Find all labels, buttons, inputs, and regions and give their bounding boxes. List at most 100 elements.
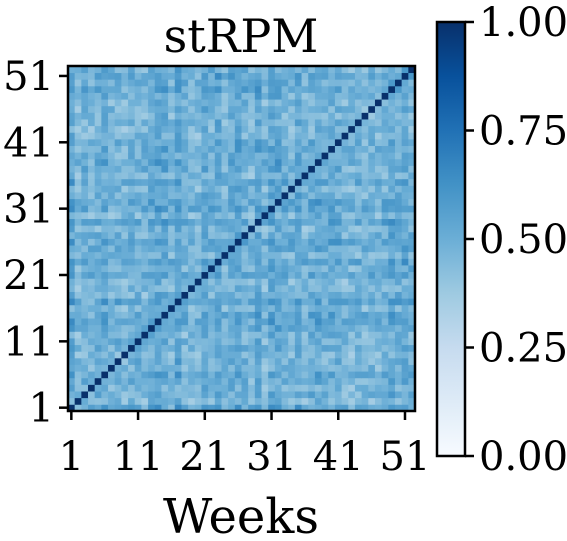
heatmap-cell [328, 132, 336, 140]
heatmap-cell [241, 258, 249, 266]
heatmap-cell [174, 344, 182, 352]
heatmap-cell [194, 66, 202, 74]
heatmap-cell [201, 278, 209, 286]
heatmap-cell [181, 397, 189, 405]
heatmap-cell [201, 172, 209, 180]
heatmap-cell [241, 231, 249, 239]
heatmap-cell [341, 351, 349, 359]
heatmap-cell [361, 125, 369, 133]
heatmap-cell [294, 92, 302, 100]
heatmap-cell [221, 192, 229, 200]
heatmap-cell [361, 152, 369, 160]
heatmap-cell [321, 112, 329, 120]
heatmap-cell [121, 331, 129, 339]
heatmap-cell [88, 138, 96, 147]
heatmap-cell [241, 245, 249, 253]
heatmap-cell [168, 304, 176, 312]
heatmap-cell [241, 225, 249, 233]
heatmap-cell [301, 79, 309, 87]
heatmap-cell [248, 158, 256, 166]
heatmap-cell [161, 172, 169, 180]
heatmap-cell [188, 198, 196, 206]
heatmap-cell [101, 132, 109, 140]
heatmap-cell [368, 265, 376, 273]
heatmap-cell [334, 198, 342, 206]
heatmap-cell [261, 192, 269, 200]
heatmap-cell [121, 304, 129, 312]
heatmap-cell [361, 344, 369, 352]
heatmap-cell [121, 72, 129, 80]
heatmap-cell [128, 238, 136, 246]
heatmap-cell [328, 211, 336, 219]
heatmap-cell [74, 85, 82, 93]
heatmap-cell [294, 205, 302, 213]
heatmap-cell [194, 145, 202, 153]
heatmap-cell [214, 391, 222, 399]
heatmap-cell [228, 271, 236, 279]
heatmap-cell [154, 404, 162, 412]
heatmap-cell [228, 304, 236, 312]
heatmap-cell [194, 271, 202, 279]
heatmap-cell [301, 145, 309, 153]
heatmap-cell [208, 271, 216, 279]
heatmap-cell [148, 357, 156, 365]
heatmap-cell [108, 318, 116, 326]
heatmap-cell [74, 357, 82, 365]
heatmap-cell [261, 185, 269, 193]
heatmap-cell [201, 371, 209, 379]
heatmap-cell [121, 298, 129, 306]
heatmap-cell [194, 72, 202, 80]
heatmap-cell [74, 291, 82, 299]
heatmap-cell [248, 192, 256, 200]
heatmap-cell [274, 251, 282, 259]
heatmap-cell [341, 384, 349, 392]
heatmap-cell [181, 258, 189, 266]
colorbar-tick-label: 0.50 [479, 217, 567, 263]
heatmap-cell [314, 231, 322, 239]
heatmap-cell [268, 357, 276, 365]
heatmap-cell [234, 152, 242, 160]
heatmap-cell [321, 165, 329, 173]
heatmap-cell [274, 258, 282, 266]
heatmap-cell [214, 99, 222, 107]
heatmap-cell [234, 165, 242, 173]
heatmap-cell [114, 125, 122, 133]
heatmap-cell [261, 377, 269, 385]
heatmap-cell [201, 79, 209, 87]
heatmap-cell [408, 198, 416, 206]
heatmap-cell [128, 351, 136, 359]
heatmap-cell [294, 384, 302, 392]
heatmap-cell [254, 85, 262, 93]
heatmap-cell [68, 185, 76, 193]
heatmap-cell [321, 72, 329, 80]
heatmap-cell [181, 351, 189, 359]
heatmap-cell [74, 92, 82, 100]
heatmap-cell [134, 377, 142, 385]
heatmap-cell [408, 391, 416, 399]
heatmap-cell [208, 397, 216, 405]
heatmap-cell [128, 119, 136, 127]
heatmap-cell [181, 357, 189, 365]
heatmap-cell [408, 218, 416, 226]
heatmap-cell [328, 185, 336, 193]
heatmap-cell [294, 198, 302, 206]
heatmap-cell [394, 298, 403, 306]
heatmap-cell [74, 265, 82, 273]
heatmap-cell [381, 99, 389, 107]
heatmap-cell [254, 298, 262, 306]
heatmap-cell [181, 158, 189, 166]
heatmap-cell [388, 331, 396, 339]
heatmap-cell [301, 404, 309, 412]
heatmap-cell [394, 198, 403, 206]
heatmap-cell [274, 178, 282, 186]
heatmap-cell [381, 331, 389, 339]
heatmap-cell [341, 258, 349, 266]
heatmap-cell [274, 344, 282, 352]
heatmap-cell [188, 178, 196, 186]
heatmap-cell [154, 291, 162, 299]
heatmap-cell [388, 291, 396, 299]
heatmap-cell [94, 318, 102, 326]
heatmap-cell [334, 284, 342, 292]
heatmap-cell [121, 132, 129, 140]
heatmap-cell [374, 92, 383, 100]
